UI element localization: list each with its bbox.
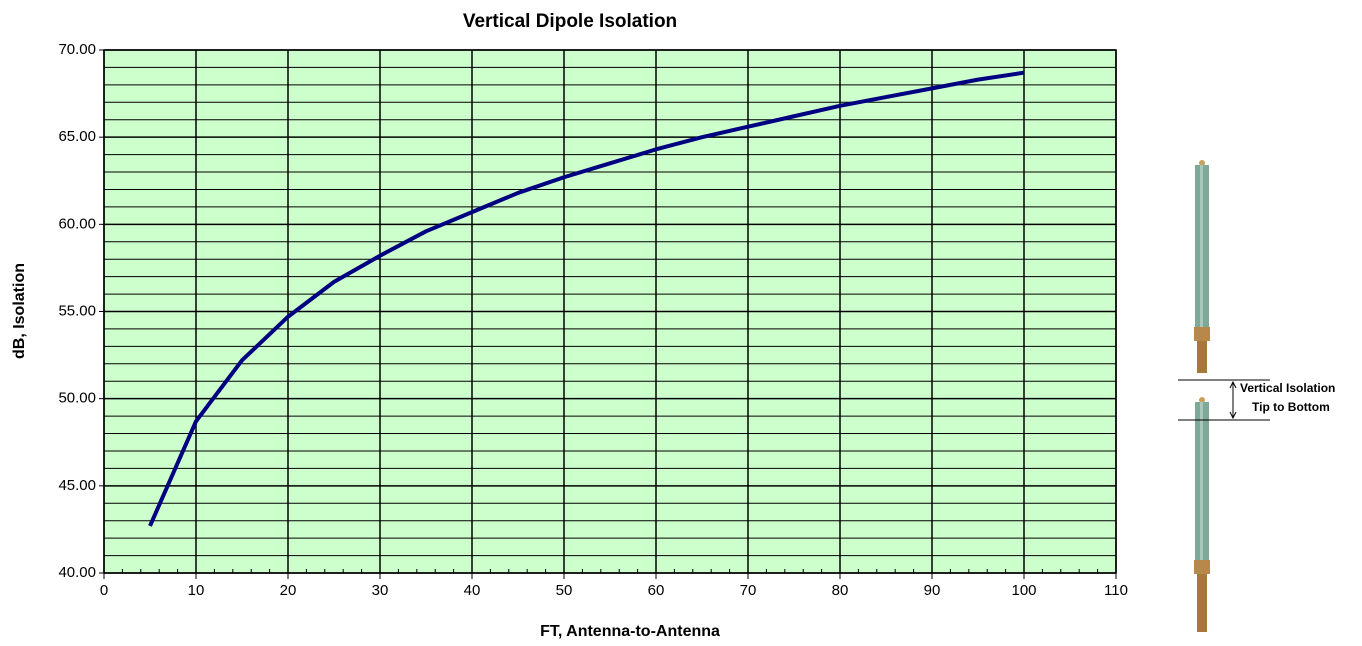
antenna-illustration [1178, 160, 1270, 632]
x-tick-label: 110 [1104, 582, 1128, 599]
y-tick-label: 40.00 [58, 564, 96, 581]
y-tick-label: 70.00 [58, 41, 96, 58]
y-tick-label: 45.00 [58, 477, 96, 494]
x-tick-label: 10 [188, 582, 205, 599]
x-tick-label: 70 [740, 582, 757, 599]
chart: Vertical Dipole Isolation FT, Antenna-to… [0, 0, 1362, 641]
y-tick-label: 50.00 [58, 390, 96, 407]
y-tick-label: 55.00 [58, 302, 96, 319]
x-tick-label: 20 [280, 582, 297, 599]
x-tick-label: 0 [100, 582, 108, 599]
x-axis-label: FT, Antenna-to-Antenna [540, 623, 720, 640]
chart-title: Vertical Dipole Isolation [463, 11, 677, 32]
annotation: Vertical Isolation [1240, 381, 1335, 395]
x-tick-label: 50 [556, 582, 573, 599]
x-tick-label: 60 [648, 582, 665, 599]
x-tick-label: 80 [832, 582, 849, 599]
x-tick-label: 90 [924, 582, 941, 599]
x-tick-label: 40 [464, 582, 481, 599]
y-tick-label: 60.00 [58, 215, 96, 232]
annotation: Tip to Bottom [1252, 400, 1330, 414]
y-tick-label: 65.00 [58, 128, 96, 145]
x-tick-label: 30 [372, 582, 389, 599]
x-tick-label: 100 [1011, 582, 1036, 599]
y-axis-label: dB, Isolation [11, 263, 28, 359]
